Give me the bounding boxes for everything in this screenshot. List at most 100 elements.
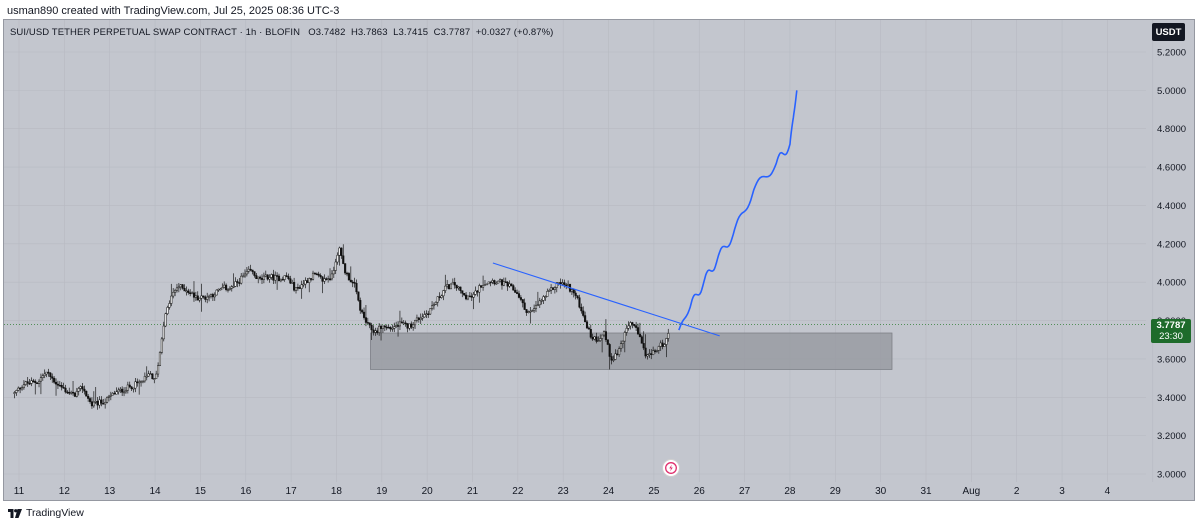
candle-body: [495, 282, 498, 285]
candle-body: [136, 381, 139, 384]
candle-body: [606, 339, 609, 345]
candle-body: [64, 387, 67, 393]
low-label: L: [393, 27, 399, 38]
candle-body: [259, 276, 262, 279]
candle-body: [636, 327, 640, 335]
candle-body: [468, 295, 471, 298]
candle-body: [540, 300, 543, 302]
candle-body: [338, 247, 341, 256]
candle-body: [245, 271, 248, 275]
candle-body: [328, 278, 332, 280]
candle-body: [92, 401, 95, 407]
candle-body: [81, 386, 84, 390]
candle-body: [255, 275, 258, 279]
candle-body: [19, 387, 22, 390]
candle-body: [489, 281, 492, 284]
candle-body: [589, 328, 592, 338]
candle-body: [56, 383, 59, 386]
candle-body: [376, 330, 379, 333]
candle-body: [119, 388, 122, 391]
candle-body: [570, 289, 573, 292]
candle-body: [461, 290, 464, 294]
candle-body: [476, 290, 479, 293]
candle-body: [274, 275, 277, 281]
candle-body: [172, 291, 175, 297]
candle-body: [379, 325, 383, 329]
price-axis: 3.00003.20003.40003.60003.80004.00004.20…: [1157, 48, 1186, 481]
candle-body: [183, 288, 186, 292]
candle-body: [313, 272, 316, 275]
y-tick-label: 4.4000: [1157, 201, 1186, 212]
candle-body: [283, 275, 286, 280]
candle-body: [181, 284, 184, 289]
candle-body: [126, 384, 129, 391]
x-tick-label: 19: [376, 486, 388, 497]
candle-body: [370, 324, 373, 331]
candle-body: [602, 331, 606, 336]
candle-body: [198, 297, 201, 301]
candle-body: [194, 295, 197, 298]
candle-body: [618, 348, 621, 355]
candle-body: [240, 275, 243, 284]
candle-body: [208, 295, 211, 298]
candle-body: [340, 247, 343, 257]
candle-body: [17, 387, 20, 391]
candle-body: [209, 294, 213, 297]
candle-body: [419, 317, 422, 320]
candle-body: [482, 285, 485, 288]
candle-body: [41, 375, 44, 378]
chart-grid: [4, 20, 1154, 482]
candle-body: [368, 322, 371, 326]
candle-body: [230, 286, 233, 289]
candle-body: [500, 279, 504, 286]
candle-body: [381, 325, 384, 329]
x-tick-label: 31: [920, 486, 932, 497]
candle-body: [253, 271, 256, 276]
candle-body: [616, 353, 619, 356]
candle-body: [117, 389, 120, 393]
price-badge-countdown: 23:30: [1159, 330, 1183, 342]
candle-body: [226, 289, 230, 291]
candle-body: [175, 287, 179, 291]
flash-icon[interactable]: [662, 459, 680, 477]
y-tick-label: 5.0000: [1157, 86, 1186, 97]
candle-body: [43, 373, 46, 376]
candle-body: [621, 340, 624, 344]
candle-body: [149, 373, 152, 375]
demand-zone: [370, 332, 893, 370]
candle-body: [327, 278, 330, 280]
candle-body: [166, 307, 169, 314]
candle-body: [298, 287, 301, 289]
candle-body: [20, 387, 24, 390]
candle-body: [470, 295, 473, 298]
high-value: 3.7863: [357, 27, 388, 38]
candle-body: [465, 294, 468, 300]
footer-brand: TradingView: [8, 507, 84, 519]
candle-body: [432, 304, 436, 307]
candle-body: [667, 333, 670, 339]
candle-body: [406, 323, 409, 329]
candle-body: [28, 382, 31, 385]
candle-body: [75, 391, 78, 397]
footer-brand-name: TradingView: [26, 507, 84, 519]
candle-body: [317, 273, 320, 276]
candle-body: [332, 270, 335, 275]
candle-body: [610, 356, 613, 361]
candle-body: [24, 381, 27, 385]
candle-body: [446, 284, 449, 287]
candle-body: [584, 315, 587, 323]
x-tick-label: 14: [149, 486, 161, 497]
candle-body: [410, 323, 413, 328]
x-tick-label: 18: [331, 486, 343, 497]
candle-body: [134, 381, 137, 389]
candle-body: [281, 278, 284, 281]
candle-body: [247, 268, 250, 272]
candle-body: [15, 390, 18, 393]
y-tick-label: 4.8000: [1157, 124, 1186, 135]
currency-badge[interactable]: USDT: [1152, 23, 1185, 41]
y-tick-label: 3.6000: [1157, 354, 1186, 365]
chart-pane[interactable]: [3, 19, 1195, 501]
candle-body: [565, 284, 568, 287]
candle-body: [164, 313, 167, 327]
